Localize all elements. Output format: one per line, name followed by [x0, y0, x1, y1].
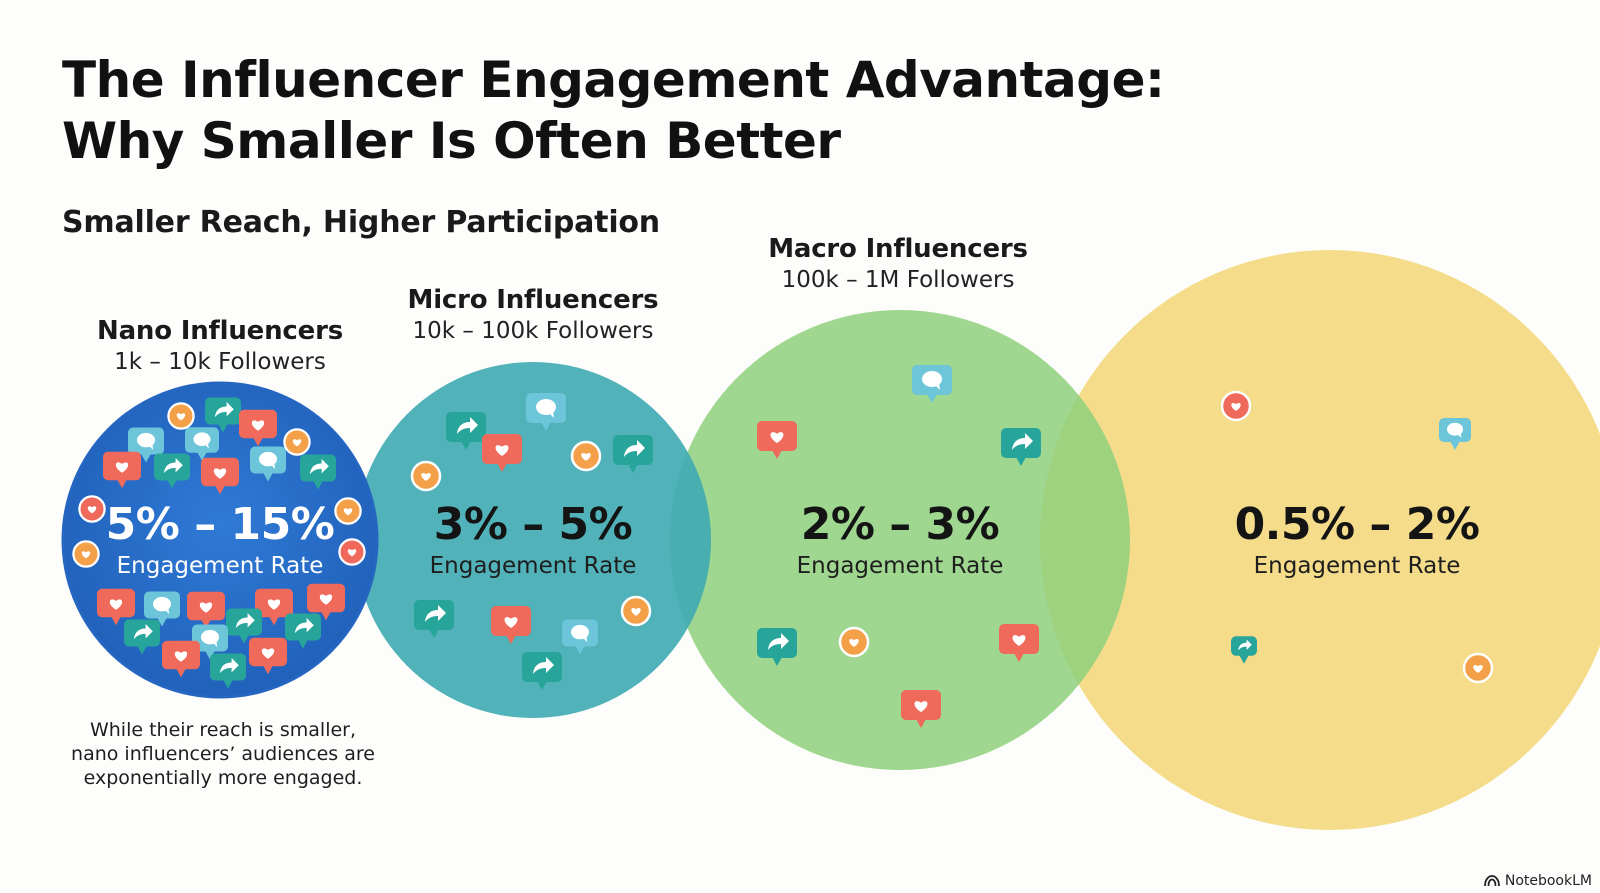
- micro-tier-followers: 10k – 100k Followers: [412, 318, 654, 344]
- share-bubble-icon: [1001, 428, 1041, 466]
- note-line-3: exponentially more engaged.: [83, 767, 363, 789]
- share-bubble-icon: [210, 653, 246, 689]
- comment-bubble-icon: [185, 427, 219, 461]
- macro-tier-followers: 100k – 1M Followers: [781, 267, 1015, 293]
- comment-bubble-icon: [250, 446, 286, 482]
- share-bubble-icon: [226, 608, 262, 644]
- share-bubble-icon: [1231, 636, 1257, 664]
- heart-badge-icon: [620, 595, 652, 627]
- heart-badge-icon: [838, 626, 870, 658]
- mega-rate-value: 0.5% – 2%: [1234, 499, 1480, 550]
- macro-tier-header: Macro Influencers 100k – 1M Followers: [728, 233, 1068, 295]
- brand-label: NotebookLM: [1504, 873, 1592, 889]
- heart-bubble-icon: [255, 588, 293, 626]
- heart-badge-icon: [410, 460, 442, 492]
- heart-bubble-icon: [757, 421, 797, 459]
- share-bubble-icon: [613, 435, 653, 473]
- macro-tier-name: Macro Influencers: [768, 234, 1028, 264]
- micro-engagement: 3% – 5% Engagement Rate: [353, 499, 713, 581]
- share-bubble-icon: [446, 412, 486, 450]
- heart-bubble-icon: [249, 637, 287, 675]
- notebooklm-logo-icon: [1483, 875, 1500, 887]
- heart-bubble-icon: [999, 624, 1039, 662]
- heart-bubble-icon: [239, 409, 277, 447]
- heart-bubble-icon: [201, 457, 239, 495]
- page-title: The Influencer Engagement Advantage: Why…: [62, 50, 1165, 172]
- comment-bubble-icon: [1439, 418, 1471, 450]
- mega-rate-label: Engagement Rate: [1253, 553, 1461, 579]
- heart-bubble-icon: [103, 451, 141, 489]
- title-line-2: Why Smaller Is Often Better: [62, 112, 841, 170]
- heart-bubble-icon: [162, 640, 200, 678]
- share-bubble-icon: [124, 619, 160, 655]
- comment-bubble-icon: [526, 393, 566, 431]
- section-subtitle: Smaller Reach, Higher Participation: [62, 205, 660, 240]
- share-bubble-icon: [205, 397, 241, 433]
- red-heart-badge-icon: [78, 495, 106, 523]
- heart-bubble-icon: [307, 583, 345, 621]
- macro-rate-label: Engagement Rate: [796, 553, 1004, 579]
- heart-bubble-icon: [901, 690, 941, 728]
- heart-bubble-icon: [97, 588, 135, 626]
- macro-engagement: 2% – 3% Engagement Rate: [720, 499, 1080, 581]
- micro-rate-label: Engagement Rate: [429, 553, 637, 579]
- heart-bubble-icon: [491, 606, 531, 644]
- nano-engagement: 5% – 15% Engagement Rate: [40, 499, 400, 581]
- mega-engagement: 0.5% – 2% Engagement Rate: [1177, 499, 1537, 581]
- red-heart-badge-icon: [338, 538, 366, 566]
- micro-rate-value: 3% – 5%: [433, 499, 633, 550]
- nano-note: While their reach is smaller, nano influ…: [58, 718, 388, 790]
- macro-rate-value: 2% – 3%: [800, 499, 1000, 550]
- nano-rate-label: Engagement Rate: [116, 553, 324, 579]
- brand-watermark: NotebookLM: [1483, 873, 1592, 889]
- nano-tier-header: Nano Influencers 1k – 10k Followers: [50, 315, 390, 377]
- note-line-2: nano influencers’ audiences are: [71, 743, 375, 765]
- comment-bubble-icon: [912, 365, 952, 403]
- comment-bubble-icon: [128, 427, 164, 463]
- nano-rate-value: 5% – 15%: [105, 499, 335, 550]
- micro-tier-header: Micro Influencers 10k – 100k Followers: [363, 284, 703, 346]
- title-line-1: The Influencer Engagement Advantage:: [62, 51, 1165, 109]
- heart-badge-icon: [72, 540, 100, 568]
- heart-bubble-icon: [187, 591, 225, 629]
- heart-badge-icon: [283, 428, 311, 456]
- heart-badge-icon: [1462, 652, 1494, 684]
- share-bubble-icon: [522, 652, 562, 690]
- share-bubble-icon: [757, 628, 797, 666]
- nano-tier-followers: 1k – 10k Followers: [114, 349, 326, 375]
- comment-bubble-icon: [562, 619, 598, 655]
- heart-badge-icon: [570, 440, 602, 472]
- heart-bubble-icon: [482, 434, 522, 472]
- mega-circle: [1040, 250, 1600, 830]
- red-heart-badge-icon: [1220, 390, 1252, 422]
- comment-bubble-icon: [144, 591, 180, 627]
- micro-tier-name: Micro Influencers: [407, 285, 659, 315]
- nano-tier-name: Nano Influencers: [97, 316, 343, 346]
- share-bubble-icon: [154, 453, 190, 489]
- share-bubble-icon: [414, 600, 454, 638]
- comment-bubble-icon: [192, 624, 228, 660]
- heart-badge-icon: [167, 402, 195, 430]
- share-bubble-icon: [285, 613, 321, 649]
- heart-badge-icon: [334, 497, 362, 525]
- share-bubble-icon: [300, 454, 336, 490]
- note-line-1: While their reach is smaller,: [89, 719, 357, 741]
